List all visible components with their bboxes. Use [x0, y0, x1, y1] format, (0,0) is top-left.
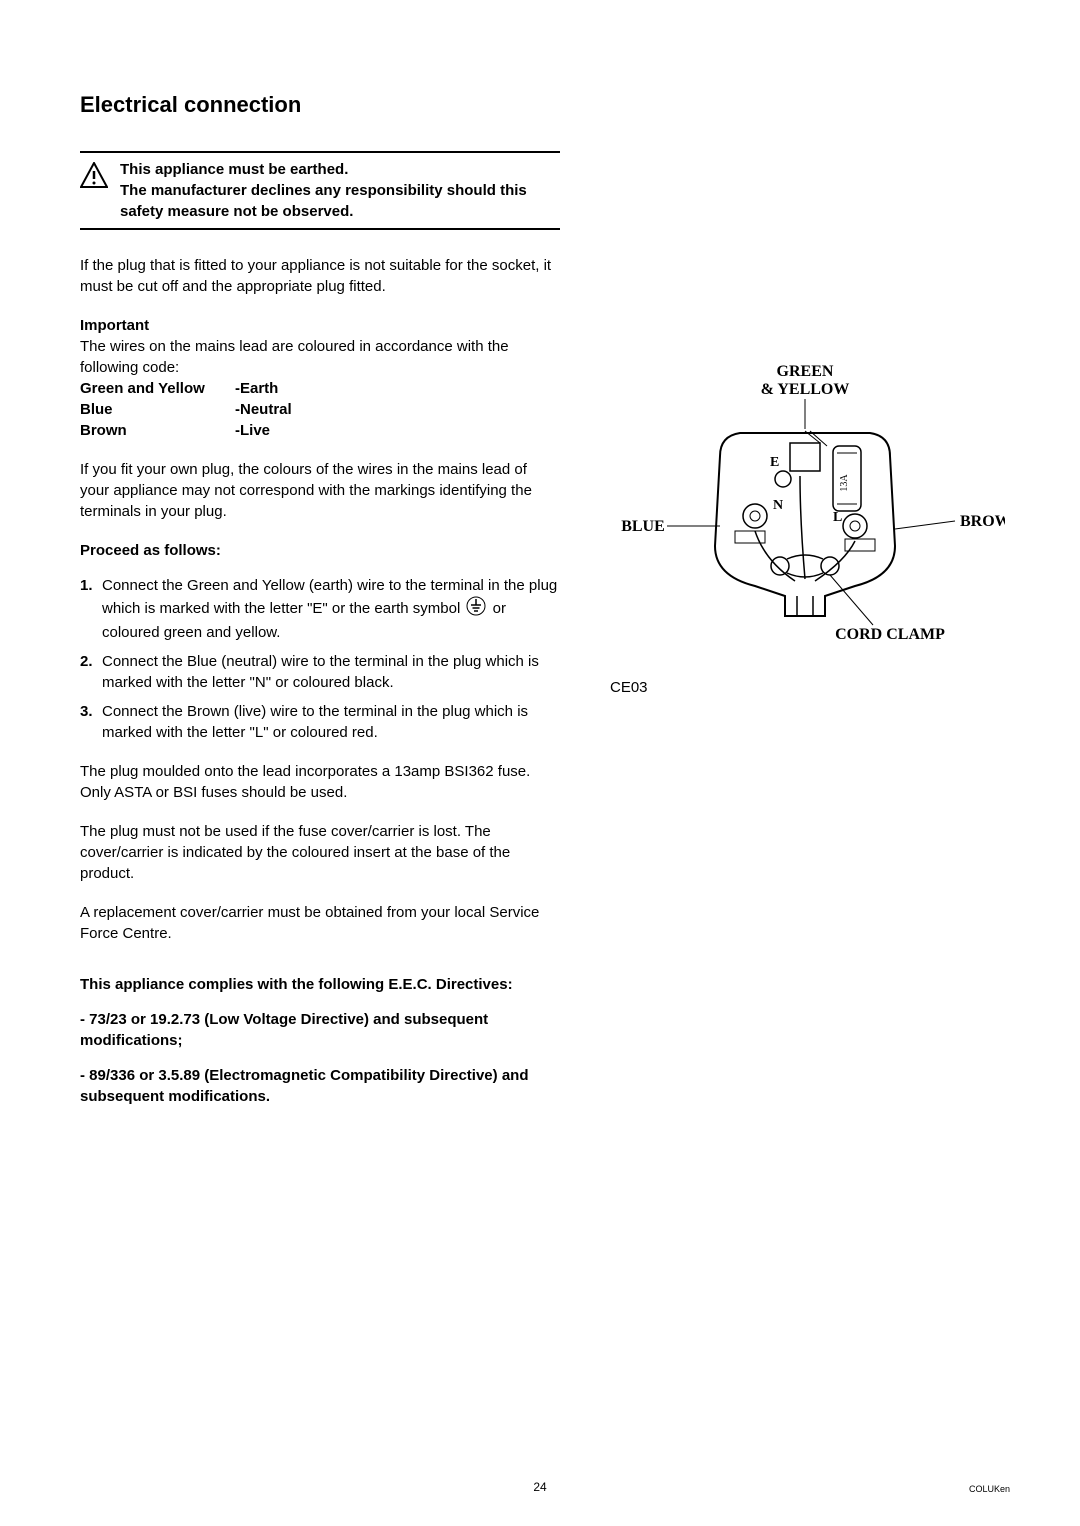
warning-icon [80, 162, 108, 222]
warning-text: This appliance must be earthed. The manu… [120, 159, 560, 222]
svg-text:L: L [833, 510, 842, 525]
wire-color: Brown [80, 420, 235, 441]
page-number: 24 [533, 1479, 546, 1496]
paragraph-4: The plug must not be used if the fuse co… [80, 821, 560, 884]
page-heading: Electrical connection [80, 90, 1010, 121]
left-column: This appliance must be earthed. The manu… [80, 151, 560, 1121]
wire-row: Blue -Neutral [80, 399, 560, 420]
step-number: 2. [80, 651, 102, 693]
diagram-label-blue: BLUE [621, 518, 665, 535]
plug-diagram: GREEN & YELLOW E 13A [600, 361, 1010, 698]
step-2: 2. Connect the Blue (neutral) wire to th… [80, 651, 560, 693]
wire-type: -Neutral [235, 399, 292, 420]
compliance-item-1: - 73/23 or 19.2.73 (Low Voltage Directiv… [80, 1009, 560, 1051]
wire-type: -Live [235, 420, 270, 441]
footer-right-text: COLUKen [969, 1483, 1010, 1496]
warning-box: This appliance must be earthed. The manu… [80, 151, 560, 230]
diagram-caption: CE03 [610, 677, 1010, 698]
wire-color: Green and Yellow [80, 378, 235, 399]
svg-text:E: E [770, 455, 779, 470]
important-label: Important [80, 315, 560, 336]
wire-row: Green and Yellow -Earth [80, 378, 560, 399]
svg-text:13A: 13A [839, 473, 850, 491]
paragraph-1: If the plug that is fitted to your appli… [80, 255, 560, 297]
diagram-label-brown: BROWN [960, 513, 1005, 530]
compliance-heading: This appliance complies with the followi… [80, 974, 560, 995]
paragraph-5: A replacement cover/carrier must be obta… [80, 902, 560, 944]
right-column: GREEN & YELLOW E 13A [600, 151, 1010, 1121]
step-text: Connect the Brown (live) wire to the ter… [102, 701, 560, 743]
steps-list: 1. Connect the Green and Yellow (earth) … [80, 575, 560, 743]
step-number: 1. [80, 575, 102, 643]
paragraph-2: If you fit your own plug, the colours of… [80, 459, 560, 522]
wire-row: Brown -Live [80, 420, 560, 441]
step-text: Connect the Green and Yellow (earth) wir… [102, 575, 560, 643]
diagram-label-cord-clamp: CORD CLAMP [835, 626, 945, 643]
step-text: Connect the Blue (neutral) wire to the t… [102, 651, 560, 693]
wire-color: Blue [80, 399, 235, 420]
paragraph-3: The plug moulded onto the lead incorpora… [80, 761, 560, 803]
warning-line1: This appliance must be earthed. [120, 161, 348, 178]
warning-line2: The manufacturer declines any responsibi… [120, 182, 527, 220]
step-1: 1. Connect the Green and Yellow (earth) … [80, 575, 560, 643]
proceed-heading: Proceed as follows: [80, 540, 560, 561]
earth-symbol-icon [466, 596, 486, 622]
wire-table: Green and Yellow -Earth Blue -Neutral Br… [80, 378, 560, 441]
step-number: 3. [80, 701, 102, 743]
important-text: The wires on the mains lead are coloured… [80, 336, 560, 378]
diagram-label-green: GREEN [777, 363, 834, 380]
wire-type: -Earth [235, 378, 278, 399]
svg-text:N: N [773, 498, 783, 513]
step-3: 3. Connect the Brown (live) wire to the … [80, 701, 560, 743]
compliance-item-2: - 89/336 or 3.5.89 (Electromagnetic Comp… [80, 1065, 560, 1107]
diagram-label-yellow: & YELLOW [761, 381, 850, 398]
